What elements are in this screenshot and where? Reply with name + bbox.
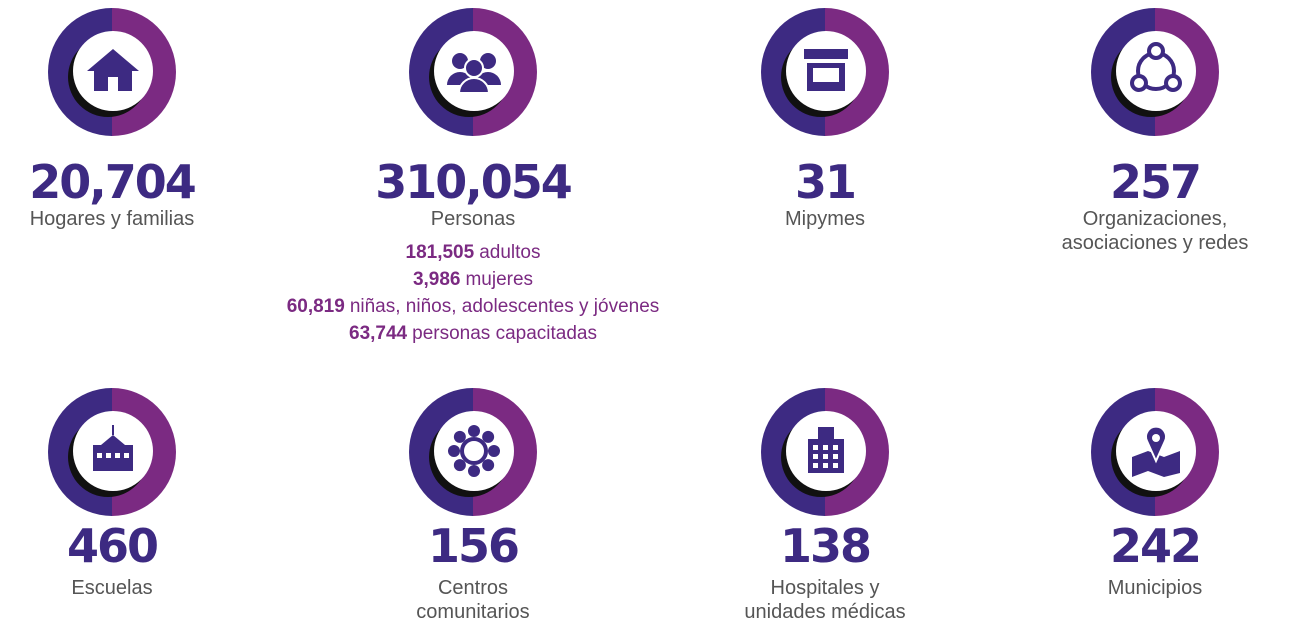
icon xyxy=(460,437,488,465)
stat-detail: 63,744 personas capacitadas xyxy=(349,323,597,344)
detail-value: 63,744 xyxy=(349,323,408,344)
stat-number: 138 xyxy=(780,519,870,573)
stat-detail: 181,505 adultos xyxy=(406,242,541,263)
icon xyxy=(480,53,496,69)
icon xyxy=(115,453,120,458)
detail-text: personas capacitadas xyxy=(412,323,597,344)
icon xyxy=(1152,434,1160,442)
detail-value: 60,819 xyxy=(287,296,345,317)
icon xyxy=(448,445,460,457)
icon xyxy=(101,435,125,445)
stat-item: 460 Escuelas xyxy=(48,388,176,599)
icon xyxy=(87,49,139,91)
icon xyxy=(106,453,111,458)
stat-number: 156 xyxy=(428,519,518,573)
icon xyxy=(468,425,480,437)
stat-number: 20,704 xyxy=(29,155,195,209)
stat-number: 31 xyxy=(795,155,855,209)
detail-value: 181,505 xyxy=(406,242,475,263)
icon xyxy=(813,454,818,459)
icon xyxy=(468,465,480,477)
detail-value: 3,986 xyxy=(413,269,461,290)
icon xyxy=(808,427,844,473)
icon xyxy=(833,463,838,468)
icon xyxy=(447,53,501,94)
icon xyxy=(1132,425,1180,477)
stat-label: Organizaciones, xyxy=(1083,208,1228,230)
icon xyxy=(482,430,495,443)
icon xyxy=(97,453,102,458)
stat-label: Mipymes xyxy=(785,208,865,230)
icon xyxy=(453,459,466,472)
detail-text: adultos xyxy=(479,242,540,263)
icon xyxy=(1145,425,1167,464)
icon xyxy=(108,77,118,91)
detail-text: niñas, niños, adolescentes y jóvenes xyxy=(350,296,659,317)
icon xyxy=(87,49,139,91)
icon xyxy=(453,430,466,443)
icon xyxy=(464,58,484,78)
detail-text: mujeres xyxy=(465,269,533,290)
icon xyxy=(1130,42,1182,92)
icon xyxy=(823,463,828,468)
stat-label: Hospitales y xyxy=(771,577,880,599)
icon xyxy=(1147,42,1165,60)
icon xyxy=(482,459,495,472)
stat-label: Personas xyxy=(431,208,516,230)
icon xyxy=(813,68,839,82)
icon xyxy=(833,454,838,459)
stat-number: 310,054 xyxy=(375,155,571,209)
stat-detail: 3,986 mujeres xyxy=(413,269,533,290)
ring-inner xyxy=(434,411,514,491)
icon xyxy=(833,445,838,450)
icon xyxy=(488,445,500,457)
stat-detail: 60,819 niñas, niños, adolescentes y jóven… xyxy=(287,296,660,317)
icon xyxy=(823,454,828,459)
stat-label: asociaciones y redes xyxy=(1062,232,1249,254)
stat-label: comunitarios xyxy=(416,601,529,623)
stat-item: 242 Municipios xyxy=(1091,388,1219,599)
icon xyxy=(452,53,468,69)
icon xyxy=(813,445,818,450)
stat-label: Escuelas xyxy=(71,577,152,599)
icon xyxy=(93,425,133,471)
stat-number: 242 xyxy=(1110,519,1200,573)
icon xyxy=(813,463,818,468)
icon xyxy=(804,49,848,59)
stat-label: Hogares y familias xyxy=(30,208,195,230)
stat-label: unidades médicas xyxy=(744,601,905,623)
icon xyxy=(448,425,500,477)
icon xyxy=(804,49,848,91)
stat-number: 460 xyxy=(67,519,157,573)
icon xyxy=(1130,74,1148,92)
icon xyxy=(124,453,129,458)
icon xyxy=(818,427,834,441)
icon xyxy=(823,445,828,450)
stat-label: Centros xyxy=(438,577,508,599)
stat-number: 257 xyxy=(1110,155,1200,209)
stat-label: Municipios xyxy=(1108,577,1202,599)
icon xyxy=(1164,74,1182,92)
icon xyxy=(1132,451,1180,477)
icon xyxy=(457,77,491,94)
